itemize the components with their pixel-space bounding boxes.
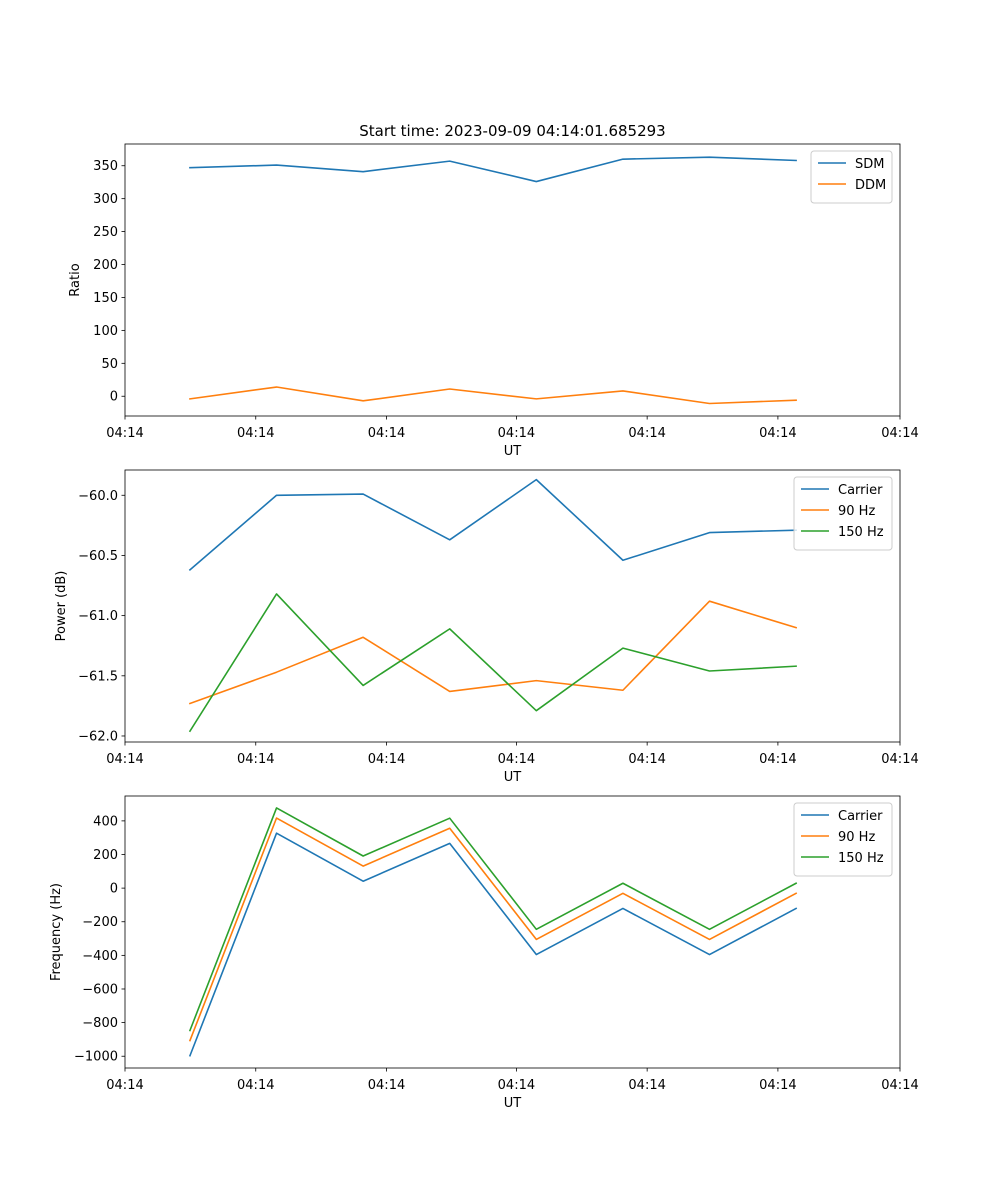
legend-label: Carrier bbox=[838, 809, 883, 824]
series-line-150-hz bbox=[188, 593, 797, 733]
y-tick-label: 0 bbox=[110, 882, 118, 897]
x-tick-label: 04:14 bbox=[237, 1078, 274, 1093]
x-tick-label: 04:14 bbox=[628, 426, 665, 441]
legend: Carrier 90 Hz 150 Hz bbox=[793, 476, 893, 551]
series-line-sdm bbox=[189, 156, 797, 183]
x-tick-label: 04:14 bbox=[106, 1078, 143, 1093]
plot-area-frame bbox=[124, 795, 901, 1069]
y-tick-label: 350 bbox=[93, 159, 118, 174]
series-line-carrier bbox=[188, 478, 797, 572]
x-tick-label: 04:14 bbox=[368, 1078, 405, 1093]
y-tick-label: 200 bbox=[93, 258, 118, 273]
y-tick-label: −62.0 bbox=[78, 729, 118, 744]
x-tick-label: 04:14 bbox=[106, 426, 143, 441]
x-tick-label: 04:14 bbox=[498, 1078, 535, 1093]
y-tick-label: 300 bbox=[93, 192, 118, 207]
x-tick-label: 04:14 bbox=[368, 426, 405, 441]
x-tick-label: 04:14 bbox=[368, 752, 405, 767]
y-tick-label: −400 bbox=[82, 949, 118, 964]
y-tick-label: 0 bbox=[110, 390, 118, 405]
series-line-carrier bbox=[188, 832, 798, 1057]
x-axis-label: UT bbox=[504, 1096, 522, 1111]
legend-label: SDM bbox=[855, 157, 884, 172]
y-axis-label: Frequency (Hz) bbox=[49, 883, 64, 981]
legend-label: Carrier bbox=[838, 483, 883, 498]
x-tick-label: 04:14 bbox=[628, 1078, 665, 1093]
y-tick-label: −800 bbox=[82, 1016, 118, 1031]
y-tick-label: −1000 bbox=[74, 1050, 118, 1065]
x-tick-label: 04:14 bbox=[498, 752, 535, 767]
x-axis-label: UT bbox=[504, 444, 522, 459]
chart-panel-ratio: 04:14 04:14 04:14 04:14 04:14 04:14 04:14 0 50 10… bbox=[68, 122, 919, 459]
legend-label: 150 Hz bbox=[838, 851, 884, 866]
y-tick-label: −61.0 bbox=[78, 609, 118, 624]
y-tick-label: −200 bbox=[82, 915, 118, 930]
legend: SDM DDM bbox=[810, 150, 893, 204]
series-line-90-hz bbox=[188, 600, 798, 705]
y-tick-label: −60.5 bbox=[78, 549, 118, 564]
series-line-ddm bbox=[189, 386, 797, 405]
x-tick-label: 04:14 bbox=[881, 426, 918, 441]
x-tick-label: 04:14 bbox=[628, 752, 665, 767]
x-axis-label: UT bbox=[504, 770, 522, 785]
y-tick-label: 100 bbox=[93, 324, 118, 339]
y-tick-label: −60.0 bbox=[78, 489, 118, 504]
y-tick-label: 200 bbox=[93, 848, 118, 863]
chart-panel-power: 04:14 04:14 04:14 04:14 04:14 04:14 04:14 −62.0… bbox=[54, 469, 919, 785]
legend-label: 90 Hz bbox=[838, 504, 875, 519]
x-tick-label: 04:14 bbox=[237, 752, 274, 767]
series-line-90-hz bbox=[188, 817, 798, 1042]
chart-panel-frequency: 04:14 04:14 04:14 04:14 04:14 04:14 04:14 −1000… bbox=[49, 795, 919, 1111]
x-tick-label: 04:14 bbox=[759, 752, 796, 767]
y-tick-label: 400 bbox=[93, 814, 118, 829]
x-tick-label: 04:14 bbox=[881, 1078, 918, 1093]
y-tick-label: −600 bbox=[82, 982, 118, 997]
y-tick-label: −61.5 bbox=[78, 669, 118, 684]
y-axis-label: Power (dB) bbox=[54, 571, 69, 642]
legend-label: DDM bbox=[855, 178, 886, 193]
x-tick-label: 04:14 bbox=[759, 426, 796, 441]
y-tick-label: 250 bbox=[93, 225, 118, 240]
legend-label: 90 Hz bbox=[838, 830, 875, 845]
legend: Carrier 90 Hz 150 Hz bbox=[793, 802, 893, 877]
chart-title: Start time: 2023-09-09 04:14:01.685293 bbox=[359, 122, 665, 140]
series-line-150-hz bbox=[188, 807, 798, 1032]
y-axis-label: Ratio bbox=[68, 263, 83, 296]
x-tick-label: 04:14 bbox=[106, 752, 143, 767]
x-tick-label: 04:14 bbox=[881, 752, 918, 767]
plot-area-frame bbox=[124, 469, 901, 743]
plot-area-frame bbox=[124, 143, 901, 417]
x-tick-label: 04:14 bbox=[237, 426, 274, 441]
legend-label: 150 Hz bbox=[838, 525, 884, 540]
x-tick-label: 04:14 bbox=[498, 426, 535, 441]
x-tick-label: 04:14 bbox=[759, 1078, 796, 1093]
legend-box bbox=[810, 150, 893, 204]
y-tick-label: 150 bbox=[93, 291, 118, 306]
y-tick-label: 50 bbox=[101, 357, 118, 372]
